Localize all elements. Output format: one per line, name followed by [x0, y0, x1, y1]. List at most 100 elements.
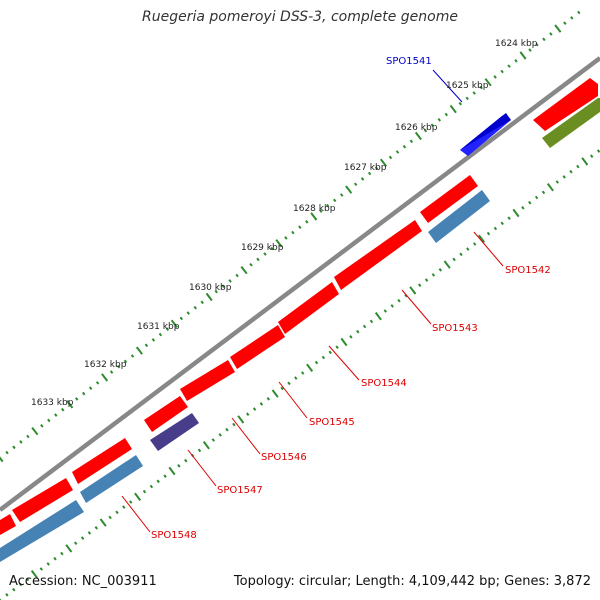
inner-tick [328, 350, 332, 355]
gene-forward-2[interactable] [420, 175, 478, 223]
backbone-line [0, 56, 600, 512]
map-title: Ruegeria pomeroyi DSS-3, complete genome [142, 9, 458, 25]
outer-tick [82, 391, 86, 396]
gene-spo1541[interactable] [460, 113, 511, 156]
inner-tick [94, 525, 99, 530]
outer-tick [47, 418, 51, 423]
inner-tick [424, 278, 429, 282]
outer-tick [444, 112, 449, 117]
scale-label: 1626 kbp [395, 123, 438, 133]
outer-tick [554, 24, 562, 33]
outer-tick [367, 171, 372, 176]
gene-label-spo1546[interactable]: SPO1546 [261, 452, 307, 463]
inner-tick [300, 371, 305, 375]
scale-label: 1624 kbp [495, 39, 538, 49]
inner-tick [452, 257, 456, 262]
inner-tick [5, 592, 9, 597]
scale-label: 1628 kbp [293, 204, 336, 214]
outer-tick [75, 397, 79, 401]
inner-tick [184, 458, 188, 463]
gene-reverse-a[interactable] [80, 455, 143, 503]
outer-tick [345, 185, 353, 194]
outer-tick [388, 155, 393, 160]
gene-label-spo1548[interactable]: SPO1548 [151, 530, 197, 541]
outer-tick [240, 265, 248, 275]
gene-label-spo1545[interactable]: SPO1545 [309, 417, 355, 428]
outer-tick [116, 364, 121, 369]
label-leaders [121, 69, 504, 533]
inner-tick [507, 216, 511, 220]
inner-tick [99, 518, 107, 527]
inner-tick [211, 438, 215, 442]
inner-tick [142, 489, 147, 494]
outer-tick [249, 262, 253, 267]
inner-tick [493, 226, 498, 231]
outer-tick [402, 144, 407, 149]
outer-tick [256, 257, 260, 262]
outer-tick [200, 300, 204, 305]
gene-spo1545-body[interactable] [230, 325, 285, 369]
gene-forward-10[interactable] [0, 514, 16, 535]
outer-tick [291, 230, 295, 235]
inner-tick [232, 422, 236, 427]
outer-tick [542, 37, 546, 42]
inner-tick [218, 433, 222, 437]
outer-tick [31, 426, 39, 436]
inner-tick [404, 293, 408, 298]
inner-tick [512, 208, 520, 218]
inner-tick [369, 319, 374, 324]
inner-tick [25, 577, 30, 582]
outer-tick [151, 338, 156, 342]
inner-tick [569, 169, 573, 174]
scale-label: 1633 kbp [31, 398, 74, 408]
inner-tick [581, 157, 589, 166]
outer-tick [40, 423, 44, 428]
inner-tick [87, 531, 92, 535]
outer-tick [423, 128, 428, 133]
outer-tick [235, 273, 239, 278]
inner-tick [65, 544, 73, 553]
outer-tick [430, 123, 435, 128]
gene-olive[interactable] [542, 98, 600, 148]
inner-tick [521, 206, 525, 210]
gene-spo1544-body[interactable] [278, 282, 339, 334]
gene-label-spo1544[interactable]: SPO1544 [361, 378, 407, 389]
gene-forward-9[interactable] [12, 478, 73, 522]
gene-spo1547-purple[interactable] [150, 413, 199, 451]
scale-label: 1625 kbp [446, 81, 489, 91]
gene-spo1546-body[interactable] [180, 360, 235, 401]
inner-tick [108, 515, 112, 520]
reverse-strand-genes [0, 98, 600, 562]
gene-spo1547-body[interactable] [144, 396, 188, 432]
gene-spo1548-body[interactable] [72, 438, 132, 484]
inner-tick [177, 464, 181, 468]
gene-label-spo1543[interactable]: SPO1543 [432, 323, 478, 334]
inner-tick [562, 175, 566, 179]
inner-tick [443, 260, 451, 269]
inner-tick [12, 587, 16, 592]
outer-tick [263, 252, 267, 256]
outer-tick [95, 381, 100, 385]
outer-tick [5, 450, 9, 455]
inner-tick [60, 551, 64, 556]
inner-tick [18, 582, 23, 587]
gene-label-spo1547[interactable]: SPO1547 [217, 485, 263, 496]
gene-forward-1[interactable] [533, 78, 598, 131]
outer-tick [374, 166, 379, 170]
gene-label-spo1541[interactable]: SPO1541 [386, 56, 432, 67]
scale-label: 1631 kbp [137, 322, 180, 332]
gene-spo1543-body[interactable] [334, 220, 422, 290]
inner-tick [168, 466, 176, 476]
gene-label-spo1542[interactable]: SPO1542 [505, 265, 551, 276]
outer-tick [437, 117, 442, 122]
outer-tick [214, 289, 218, 294]
inner-tick [266, 397, 271, 401]
inner-tick [362, 324, 367, 329]
outer-tick [170, 319, 178, 329]
outer-tick [528, 48, 532, 52]
outer-tick [66, 400, 74, 409]
gene-spo1542-body[interactable] [428, 190, 490, 243]
inner-tick [541, 190, 546, 195]
outer-tick [158, 332, 163, 337]
gene-reverse-b[interactable] [0, 500, 84, 562]
